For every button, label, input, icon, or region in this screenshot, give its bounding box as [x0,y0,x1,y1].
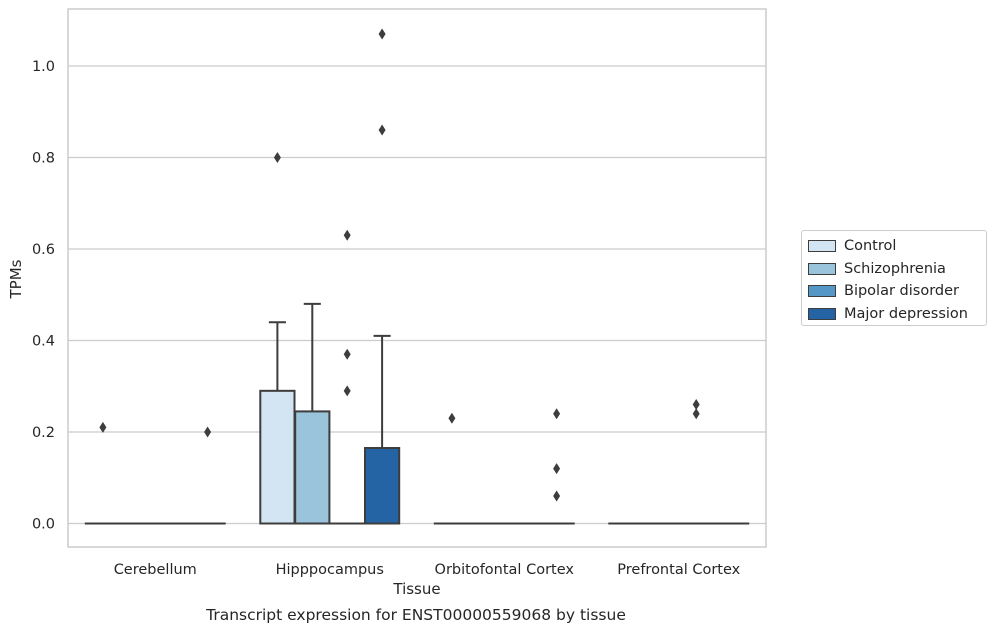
outlier-point [378,124,386,136]
x-tick-label: Cerebellum [114,562,197,578]
outlier-point [692,399,700,411]
outlier-point [378,28,386,40]
y-tick-label: 1.0 [32,59,55,75]
legend: Control Schizophrenia Bipolar disorder Majo… [801,230,987,326]
chart-caption: Transcript expression for ENST0000055906… [206,606,626,624]
legend-item: Control [808,235,986,258]
y-axis-label: TPMs [7,259,25,299]
legend-swatch [808,240,836,253]
plot-frame [67,8,767,548]
y-tick-label: 0.0 [32,517,55,533]
legend-label: Schizophrenia [844,260,946,277]
x-tick-label: Hipppocampus [276,562,384,578]
legend-swatch [808,307,836,320]
outlier-point [204,426,212,438]
outlier-point [343,385,351,397]
outlier-point [99,421,107,433]
outlier-point [273,152,281,163]
legend-label: Control [844,238,897,255]
legend-swatch [808,262,836,275]
box-control [259,321,296,525]
outlier-point [553,408,561,420]
x-tick-label: Prefrontal Cortex [617,562,740,578]
outliers [99,28,700,502]
outlier-point [343,229,351,241]
grid-lines [68,65,766,525]
outlier-point [553,463,561,475]
outlier-point [448,412,456,424]
box-body [259,389,296,525]
outlier-point [692,408,700,420]
y-tick-label: 0.6 [32,242,55,258]
x-tick-label: Orbitofontal Cortex [435,562,575,578]
legend-item: Major depression [808,303,986,326]
legend-label: Major depression [844,305,968,322]
legend-item: Schizophrenia [808,258,986,281]
box-body [294,410,331,525]
x-tick-labels: Cerebellum Hipppocampus Orbitofontal Corte… [114,562,741,578]
outlier-point [553,490,561,502]
legend-swatch [808,285,836,298]
box-schizophrenia [294,302,331,525]
box-major-depression [363,334,401,525]
x-axis-label: Tissue [392,580,440,598]
legend-label: Bipolar disorder [844,283,959,300]
y-tick-label: 0.4 [32,334,55,350]
box-plots [84,302,750,525]
legend-item: Bipolar disorder [808,280,986,303]
y-tick-label: 0.8 [32,151,55,167]
outlier-point [343,348,351,360]
y-tick-labels: 0.0 0.2 0.4 0.6 0.8 1.0 [32,59,55,533]
y-tick-label: 0.2 [32,425,55,441]
box-body [363,447,401,525]
